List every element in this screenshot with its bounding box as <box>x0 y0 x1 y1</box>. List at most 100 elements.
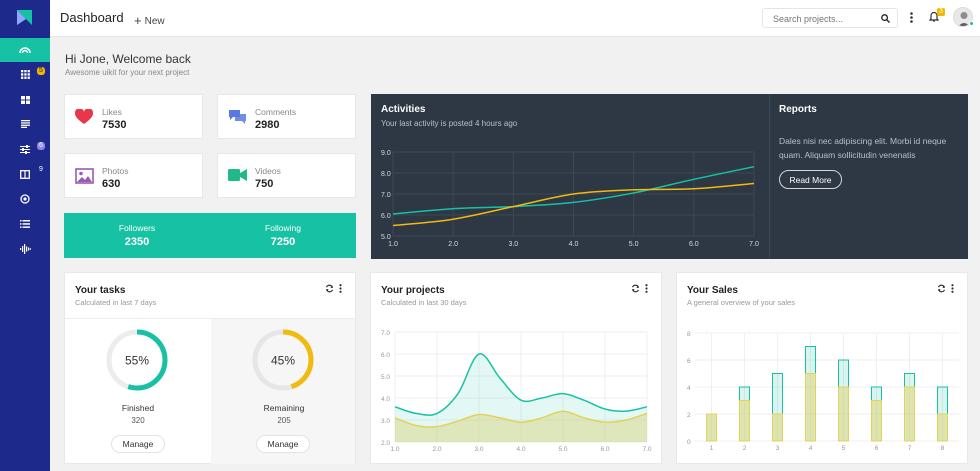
sidebar-item-docs[interactable] <box>0 162 50 186</box>
activities-title: Activities <box>381 104 426 115</box>
x-tick-label: 1.0 <box>388 241 398 248</box>
more-vertical-icon[interactable] <box>951 284 954 293</box>
sidebar-item-layouts[interactable] <box>0 88 50 112</box>
y-tick-label: 4 <box>687 385 691 392</box>
finished-count: 320 <box>131 416 145 425</box>
refresh-icon[interactable] <box>325 284 334 293</box>
search-input[interactable] <box>763 10 863 28</box>
page-title: Dashboard <box>60 10 124 25</box>
search-icon[interactable] <box>881 14 890 23</box>
x-tick-label: 6.0 <box>689 241 699 248</box>
bar-base <box>904 386 915 442</box>
plus-icon: + <box>134 13 142 28</box>
divider <box>65 318 355 319</box>
manage-remaining-button[interactable]: Manage <box>256 435 310 453</box>
more-vertical-icon[interactable] <box>910 12 913 23</box>
reports-text: Dales nisi nec adipiscing elit. Morbi id… <box>779 136 947 160</box>
stat-value: 750 <box>255 178 274 190</box>
following-label: Following <box>265 223 301 233</box>
follow-panel: Followers 2350 Following 7250 <box>64 213 356 258</box>
y-tick-label: 6.0 <box>381 352 390 359</box>
x-tick-label: 5.0 <box>558 446 567 453</box>
new-button[interactable]: + New <box>134 12 165 28</box>
x-tick-label: 1 <box>710 445 714 452</box>
record-icon <box>20 194 30 204</box>
y-tick-label: 8 <box>687 331 691 338</box>
card-subtitle: Calculated in last 7 days <box>75 298 157 307</box>
y-tick-label: 0 <box>687 439 691 446</box>
series-line <box>392 182 755 227</box>
sidebar-item-lists[interactable] <box>0 212 50 236</box>
avatar[interactable] <box>953 7 973 27</box>
x-tick-label: 3 <box>776 445 780 452</box>
lines-icon <box>20 120 30 128</box>
activities-panel: Activities Your last activity is posted … <box>371 94 968 259</box>
x-tick-label: 2.0 <box>448 241 458 248</box>
gauge-icon <box>19 47 31 54</box>
activities-subtitle: Your last activity is posted 4 hours ago <box>381 119 518 128</box>
finished-progress-ring: 55% <box>106 329 168 391</box>
bar-base <box>739 400 750 442</box>
x-tick-label: 7.0 <box>749 241 759 248</box>
refresh-icon[interactable] <box>631 284 640 293</box>
manage-finished-button[interactable]: Manage <box>111 435 165 453</box>
waveform-icon <box>19 244 31 254</box>
y-tick-label: 8.0 <box>381 171 391 178</box>
bar-base <box>937 413 948 442</box>
sales-chart: 0 2 4 6 8 1 2 3 4 5 6 7 8 <box>687 331 959 452</box>
x-tick-label: 4 <box>809 445 813 452</box>
y-tick-label: 3.0 <box>381 418 390 425</box>
stat-value: 7530 <box>102 119 127 131</box>
following-block[interactable]: Following 7250 <box>210 223 356 248</box>
x-tick-label: 5.0 <box>629 241 639 248</box>
stat-label: Comments <box>255 107 297 117</box>
series-line <box>392 165 755 215</box>
grid-icon <box>20 69 30 79</box>
welcome-subtitle: Awesome uikit for your next project <box>65 68 190 77</box>
series-line <box>394 410 648 428</box>
x-tick-label: 4.0 <box>569 241 579 248</box>
new-button-label: New <box>144 16 165 27</box>
sidebar-item-apps[interactable] <box>0 62 50 86</box>
sidebar-item-settings[interactable] <box>0 137 50 161</box>
read-more-button[interactable]: Read More <box>779 170 842 189</box>
sidebar-item-pages[interactable] <box>0 112 50 136</box>
tasks-card: Your tasks Calculated in last 7 days 55%… <box>64 272 356 464</box>
y-tick-label: 7.0 <box>381 192 391 199</box>
sales-card: Your Sales A general overview of your sa… <box>676 272 968 464</box>
x-tick-label: 3.0 <box>508 241 518 248</box>
bar-base <box>871 400 882 442</box>
sidebar-item-status[interactable] <box>0 187 50 211</box>
panel-divider <box>769 94 770 259</box>
bar-base <box>805 373 816 442</box>
projects-chart: 2.03.04.05.06.07.01.0 2.0 3.0 4.0 5.0 6.0 7.0 <box>381 330 652 453</box>
logo-icon <box>17 10 32 25</box>
x-tick-label: 6 <box>875 445 879 452</box>
search-box <box>762 8 898 28</box>
apps-badge: 5 <box>37 67 45 75</box>
y-tick-label: 5.0 <box>381 374 390 381</box>
bar-base <box>838 386 849 442</box>
sidebar-item-dashboard[interactable] <box>0 38 50 62</box>
sidebar-item-audio[interactable] <box>0 237 50 261</box>
progress-arc <box>106 329 168 391</box>
activities-chart: 5.0 6.0 7.0 8.0 9.0 1.0 2.0 3.0 4.0 5.0 6.0 7.0 <box>381 150 759 248</box>
remaining-progress-ring: 45% <box>252 329 314 391</box>
x-tick-label: 2.0 <box>432 446 441 453</box>
projects-card: Your projects Calculated in last 30 days… <box>370 272 662 464</box>
progress-arc <box>252 329 314 391</box>
stat-value: 630 <box>102 178 121 190</box>
x-tick-label: 8 <box>941 445 945 452</box>
more-vertical-icon[interactable] <box>645 284 648 293</box>
bell-icon[interactable] <box>929 11 939 22</box>
remaining-percent: 45% <box>271 354 295 368</box>
card-actions <box>325 284 342 293</box>
more-vertical-icon[interactable] <box>339 284 342 293</box>
following-value: 7250 <box>270 236 296 248</box>
x-tick-label: 3.0 <box>474 446 483 453</box>
stat-label: Likes <box>102 107 122 117</box>
card-title: Your projects <box>381 285 445 296</box>
followers-block[interactable]: Followers 2350 <box>64 223 210 248</box>
stat-value: 2980 <box>255 119 280 131</box>
refresh-icon[interactable] <box>937 284 946 293</box>
